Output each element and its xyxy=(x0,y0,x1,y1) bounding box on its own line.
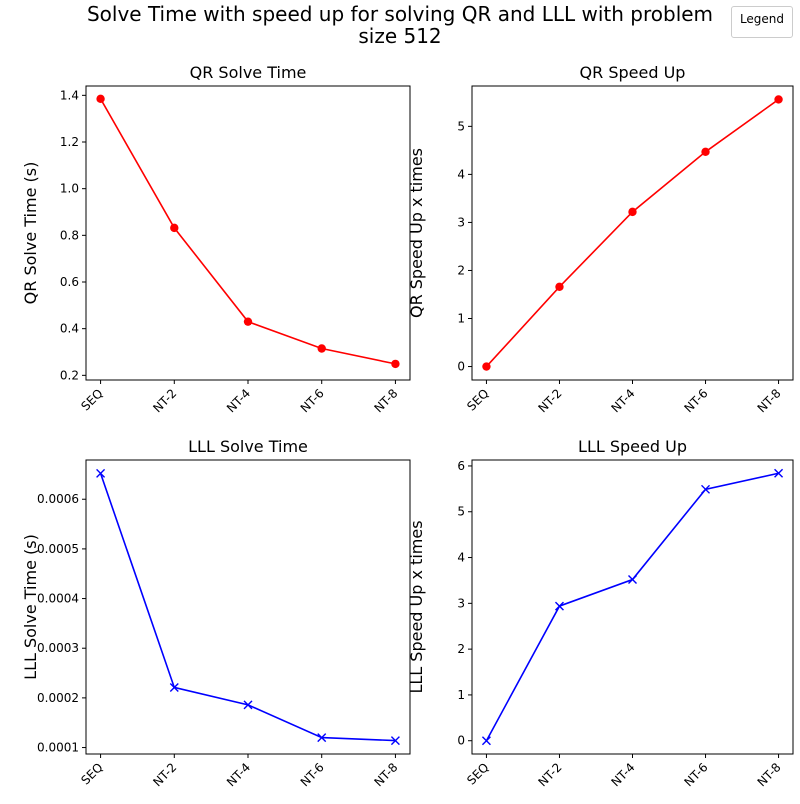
x-tick-label: NT-4 xyxy=(609,760,638,789)
y-tick-label: 1 xyxy=(457,688,465,702)
x-tick-label: NT-8 xyxy=(755,760,784,789)
x-tick-label: NT-6 xyxy=(298,386,327,415)
y-tick-label: 0.0001 xyxy=(37,741,79,755)
y-axis-label: QR Speed Up x times xyxy=(407,148,426,318)
x-tick-label: NT-4 xyxy=(224,386,253,415)
y-tick-label: 1.0 xyxy=(60,182,79,196)
plot-frame xyxy=(85,85,411,381)
data-point xyxy=(391,359,400,369)
data-point xyxy=(481,736,491,746)
x-tick-label: NT-2 xyxy=(535,760,564,789)
chart-title: QR Solve Time xyxy=(190,63,307,82)
chart-title: QR Speed Up xyxy=(580,63,686,82)
data-point xyxy=(96,468,106,478)
data-point xyxy=(243,317,253,326)
figure-title-line1: Solve Time with speed up for solving QR … xyxy=(87,2,713,26)
data-point xyxy=(701,484,711,494)
chart-lll-solve-time: LLL Solve Time 0.0001 0.0002 0.0003 0.0004 0.… xyxy=(21,437,411,789)
y-tick-label: 1.4 xyxy=(60,88,79,102)
series-line xyxy=(99,473,396,742)
x-tick-label: SEQ xyxy=(464,386,491,413)
y-tick-label: 0 xyxy=(457,360,465,374)
legend-label: Legend xyxy=(739,12,785,26)
y-tick-label: 6 xyxy=(457,459,465,473)
y-tick-label: 5 xyxy=(457,505,465,519)
y-axis-label: QR Solve Time (s) xyxy=(21,162,40,305)
data-point xyxy=(555,282,564,292)
data-point xyxy=(774,95,783,104)
y-tick-label: 1 xyxy=(457,312,465,326)
x-tick-label: NT-8 xyxy=(755,386,784,415)
x-tick-label: NT-6 xyxy=(298,760,327,789)
x-tick-label: NT-8 xyxy=(371,760,400,789)
y-axis-label: LLL Solve Time (s) xyxy=(21,534,40,680)
x-tick-label: NT-4 xyxy=(224,760,253,789)
y-tick-label: 0.0004 xyxy=(37,592,79,606)
y-tick-label: 5 xyxy=(457,119,465,133)
data-point xyxy=(628,575,637,585)
chart-lll-speed-up: LLL Speed Up 0 1 2 3 4 5 6 SEQ NT-2 NT-4 NT-6 NT-8 LL… xyxy=(407,437,794,789)
series-line xyxy=(485,472,779,742)
legend: Legend xyxy=(731,6,793,38)
y-tick-label: 2 xyxy=(457,263,465,277)
y-tick-label: 0 xyxy=(457,734,465,748)
y-tick-label: 3 xyxy=(457,215,465,229)
chart-title: LLL Solve Time xyxy=(188,437,308,456)
y-tick-label: 4 xyxy=(457,167,465,181)
y-tick-label: 0.0006 xyxy=(37,492,79,506)
y-tick-label: 1.2 xyxy=(60,135,79,149)
y-tick-label: 0.0003 xyxy=(37,641,79,655)
data-point xyxy=(243,700,253,710)
y-tick-label: 0.8 xyxy=(60,228,79,242)
y-tick-label: 3 xyxy=(457,596,465,610)
series-line xyxy=(485,98,780,368)
data-point xyxy=(96,94,105,104)
y-tick-label: 0.6 xyxy=(60,275,79,289)
chart-title: LLL Speed Up xyxy=(578,437,687,456)
x-tick-label: NT-4 xyxy=(609,386,638,415)
plot-frame xyxy=(471,459,794,755)
data-point xyxy=(317,733,327,743)
y-tick-label: 0.4 xyxy=(60,322,79,336)
y-tick-label: 2 xyxy=(457,642,465,656)
x-tick-label: NT-6 xyxy=(682,760,711,789)
plot-frame xyxy=(85,459,411,755)
data-point xyxy=(390,736,400,746)
y-tick-label: 0.2 xyxy=(60,368,79,382)
data-point xyxy=(317,344,326,353)
y-tick-label: 0.0005 xyxy=(37,542,79,556)
y-axis-label: LLL Speed Up x times xyxy=(407,520,426,693)
figure-title-line2: size 512 xyxy=(358,24,441,48)
chart-qr-solve-time: QR Solve Time 0.2 0.4 0.6 0.8 1.0 1.2 1.4 SEQ NT-… xyxy=(21,63,411,415)
y-tick-label: 0.0002 xyxy=(37,691,79,705)
chart-qr-speed-up: QR Speed Up 0 1 2 3 4 5 SEQ NT-2 NT-4 NT-6 NT-8 QR S… xyxy=(407,63,794,415)
data-point xyxy=(628,207,637,217)
data-point xyxy=(482,362,491,371)
x-tick-label: NT-2 xyxy=(150,386,179,415)
x-tick-label: NT-2 xyxy=(535,386,564,415)
data-point xyxy=(701,147,710,157)
plot-frame xyxy=(471,85,794,381)
x-tick-label: NT-8 xyxy=(371,386,400,415)
x-tick-label: NT-6 xyxy=(682,386,711,415)
data-point xyxy=(774,468,784,478)
data-point xyxy=(554,601,564,611)
data-point xyxy=(170,223,179,233)
y-tick-label: 4 xyxy=(457,551,465,565)
x-tick-label: SEQ xyxy=(78,760,105,787)
x-tick-label: SEQ xyxy=(78,386,105,413)
x-tick-label: SEQ xyxy=(464,760,491,787)
data-point xyxy=(169,682,179,692)
x-tick-label: NT-2 xyxy=(150,760,179,789)
